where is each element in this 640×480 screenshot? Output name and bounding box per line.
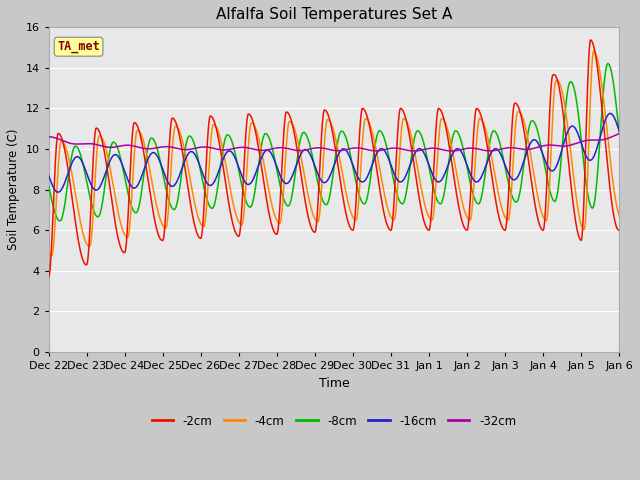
Y-axis label: Soil Temperature (C): Soil Temperature (C) bbox=[7, 129, 20, 251]
Legend: -2cm, -4cm, -8cm, -16cm, -32cm: -2cm, -4cm, -8cm, -16cm, -32cm bbox=[147, 410, 521, 432]
Text: TA_met: TA_met bbox=[57, 40, 100, 53]
Title: Alfalfa Soil Temperatures Set A: Alfalfa Soil Temperatures Set A bbox=[216, 7, 452, 22]
X-axis label: Time: Time bbox=[319, 376, 349, 390]
